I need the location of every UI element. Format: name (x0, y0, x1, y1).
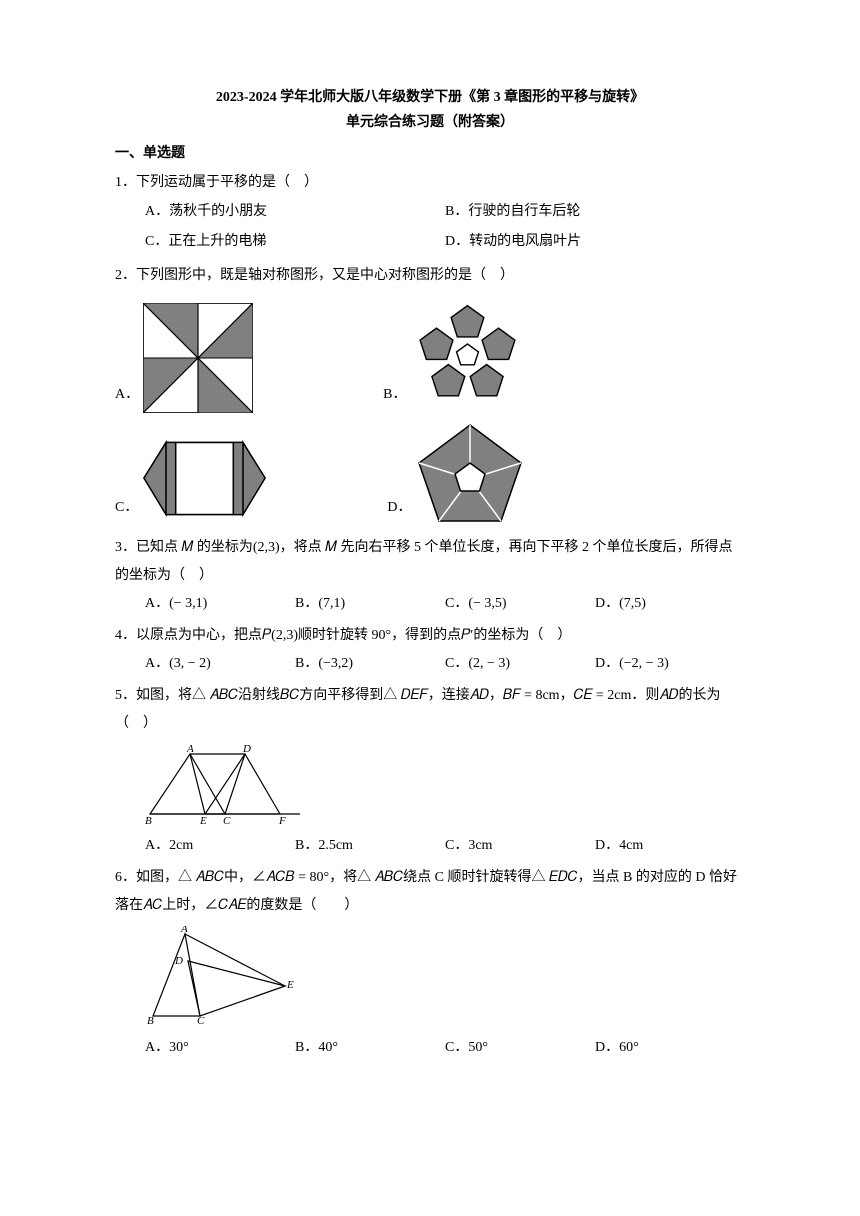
q2-option-b: B． (383, 298, 525, 413)
pinwheel-icon (143, 303, 253, 413)
q3-option-a: A．(− 3,1) (145, 590, 295, 618)
q2-options-row2: C． D． (115, 421, 745, 526)
section-header: 一、单选题 (115, 141, 745, 166)
svg-text:B: B (147, 1015, 154, 1026)
q2-option-c: C． (115, 431, 267, 526)
q4-options: A．(3, − 2) B．(−3,2) C．(2, − 3) D．(−2, − … (115, 650, 745, 678)
q4-option-b: B．(−3,2) (295, 650, 445, 678)
q2-options-row1: A． B． (115, 298, 745, 413)
q5-options: A．2cm B．2.5cm C．3cm D．4cm (115, 832, 745, 860)
q6-option-a: A．30° (145, 1034, 295, 1062)
q1-option-d: D．转动的电风扇叶片 (445, 227, 745, 258)
q5-option-a: A．2cm (145, 832, 295, 860)
q5-option-d: D．4cm (595, 832, 745, 860)
triangle-rotation-icon: A D E B C (145, 926, 305, 1026)
q4-option-a: A．(3, − 2) (145, 650, 295, 678)
svg-text:E: E (286, 979, 294, 991)
q2-option-d: D． (387, 421, 525, 526)
triangle-translation-icon: A D B E C F (145, 744, 305, 824)
q1-options: A．荡秋千的小朋友 B．行驶的自行车后轮 C．正在上升的电梯 D．转动的电风扇叶… (115, 197, 745, 259)
q1-option-b: B．行驶的自行车后轮 (445, 197, 745, 228)
hexagon-shape-icon (142, 431, 267, 526)
q5-option-b: B．2.5cm (295, 832, 445, 860)
q3-option-c: C．(− 3,5) (445, 590, 595, 618)
q6-figure: A D E B C (145, 926, 745, 1026)
q1-stem: 1．下列运动属于平移的是（ ） (115, 169, 745, 197)
q2-label-c: C． (115, 494, 138, 522)
q5-figure: A D B E C F (145, 744, 745, 824)
question-5: 5．如图，将△ 𝐴𝐵𝐶沿射线𝐵𝐶方向平移得到△ 𝐷𝐸𝐹，连接𝐴𝐷，𝐵𝐹 = 8c… (115, 682, 745, 860)
q5-option-c: C．3cm (445, 832, 595, 860)
q6-option-c: C．50° (445, 1034, 595, 1062)
svg-text:D: D (242, 744, 251, 755)
q2-label-b: B． (383, 381, 406, 409)
q2-option-a: A． (115, 303, 253, 413)
q4-option-d: D．(−2, − 3) (595, 650, 745, 678)
question-6: 6．如图，△ 𝐴𝐵𝐶中，∠𝐴𝐶𝐵 = 80°，将△ 𝐴𝐵𝐶绕点 C 顺时针旋转得… (115, 864, 745, 1062)
pentagons-ring-icon (410, 298, 525, 413)
svg-text:B: B (145, 815, 152, 824)
svg-text:F: F (278, 815, 286, 824)
q6-stem: 6．如图，△ 𝐴𝐵𝐶中，∠𝐴𝐶𝐵 = 80°，将△ 𝐴𝐵𝐶绕点 C 顺时针旋转得… (115, 864, 745, 920)
q5-stem: 5．如图，将△ 𝐴𝐵𝐶沿射线𝐵𝐶方向平移得到△ 𝐷𝐸𝐹，连接𝐴𝐷，𝐵𝐹 = 8c… (115, 682, 745, 738)
q3-stem: 3．已知点 𝑀 的坐标为(2,3)，将点 𝑀 先向右平移 5 个单位长度，再向下… (115, 534, 745, 590)
svg-text:A: A (186, 744, 194, 755)
q2-label-a: A． (115, 381, 139, 409)
question-4: 4．以原点为中心，把点𝑃(2,3)顺时针旋转 90°，得到的点𝑃′的坐标为（ ）… (115, 622, 745, 678)
q1-option-c: C．正在上升的电梯 (145, 227, 445, 258)
title-line-2: 单元综合练习题（附答案） (115, 110, 745, 135)
q6-option-d: D．60° (595, 1034, 745, 1062)
q6-options: A．30° B．40° C．50° D．60° (115, 1034, 745, 1062)
q6-option-b: B．40° (295, 1034, 445, 1062)
q3-option-d: D．(7,5) (595, 590, 745, 618)
q2-label-d: D． (387, 494, 411, 522)
title-line-1: 2023-2024 学年北师大版八年级数学下册《第 3 章图形的平移与旋转》 (115, 85, 745, 110)
q2-stem: 2．下列图形中，既是轴对称图形，又是中心对称图形的是（ ） (115, 262, 745, 290)
pentagon-shape-icon (415, 421, 525, 526)
svg-text:A: A (180, 926, 188, 935)
svg-text:E: E (199, 815, 207, 824)
q3-options: A．(− 3,1) B．(7,1) C．(− 3,5) D．(7,5) (115, 590, 745, 618)
question-3: 3．已知点 𝑀 的坐标为(2,3)，将点 𝑀 先向右平移 5 个单位长度，再向下… (115, 534, 745, 618)
q3-option-b: B．(7,1) (295, 590, 445, 618)
q1-option-a: A．荡秋千的小朋友 (145, 197, 445, 228)
question-1: 1．下列运动属于平移的是（ ） A．荡秋千的小朋友 B．行驶的自行车后轮 C．正… (115, 169, 745, 259)
svg-text:C: C (197, 1015, 205, 1026)
svg-text:C: C (223, 815, 231, 824)
svg-text:D: D (174, 955, 183, 967)
q4-option-c: C．(2, − 3) (445, 650, 595, 678)
question-2: 2．下列图形中，既是轴对称图形，又是中心对称图形的是（ ） A． B． (115, 262, 745, 526)
q4-stem: 4．以原点为中心，把点𝑃(2,3)顺时针旋转 90°，得到的点𝑃′的坐标为（ ） (115, 622, 745, 650)
